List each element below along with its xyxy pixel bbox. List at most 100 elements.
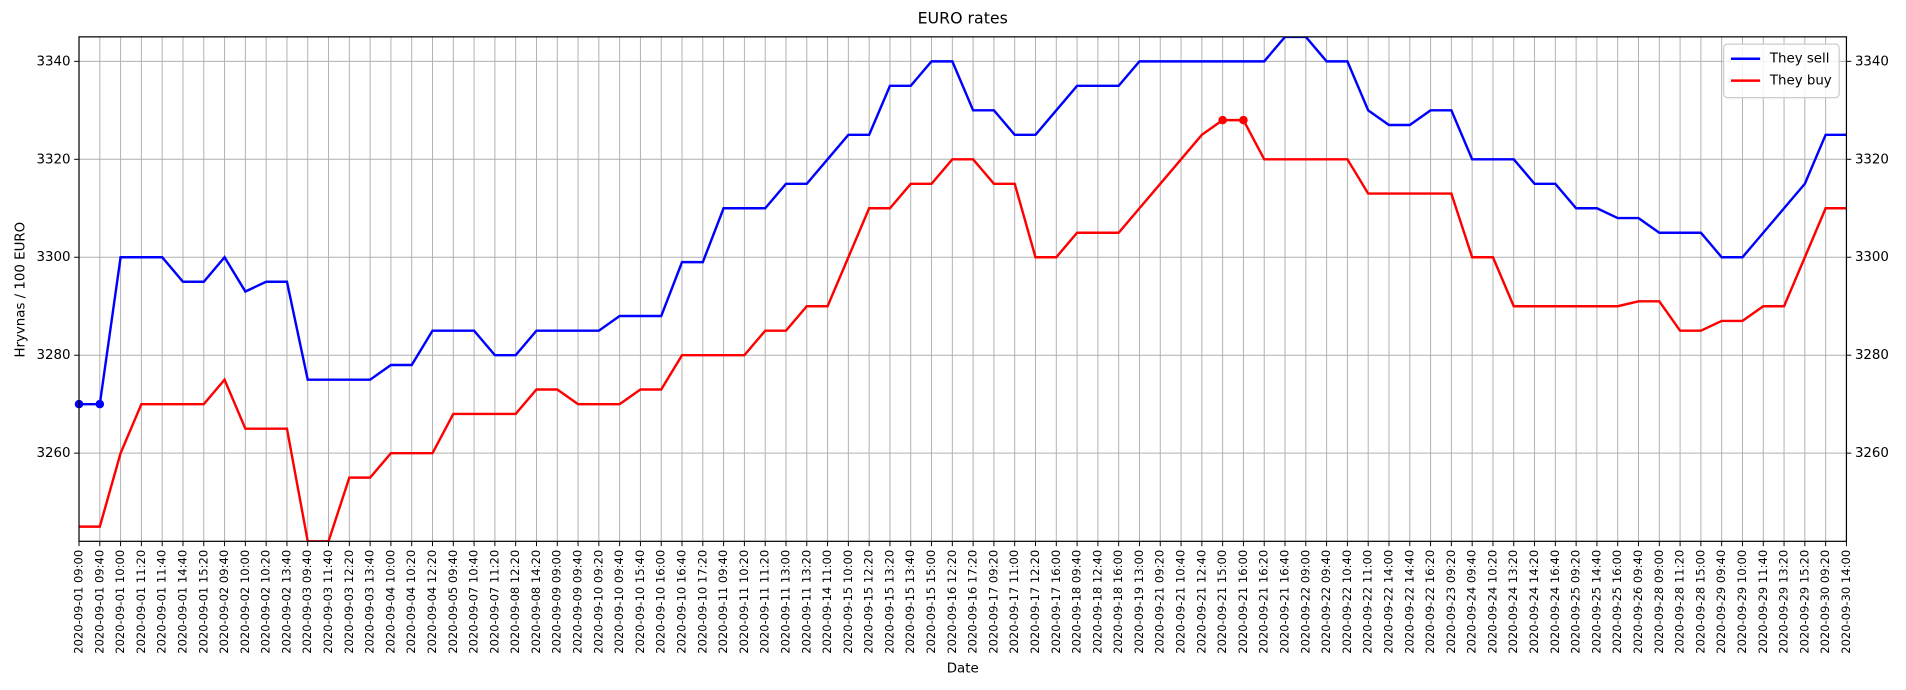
x-tick-label: 2020-09-11 13:00 xyxy=(778,550,792,654)
x-tick-label: 2020-09-29 09:40 xyxy=(1714,550,1728,654)
x-tick-label: 2020-09-15 13:20 xyxy=(882,550,896,654)
x-tick-label: 2020-09-09 09:00 xyxy=(550,550,564,654)
y-tick-label: 3340 xyxy=(37,54,71,69)
x-tick-label: 2020-09-21 09:20 xyxy=(1153,550,1167,654)
y-tick-label: 3320 xyxy=(37,152,71,167)
x-tick-label: 2020-09-08 12:20 xyxy=(508,550,522,654)
x-tick-label: 2020-09-11 13:20 xyxy=(799,550,813,654)
x-tick-label: 2020-09-24 16:40 xyxy=(1548,550,1562,654)
x-tick-label: 2020-09-15 13:40 xyxy=(903,550,917,654)
x-tick-label: 2020-09-22 10:40 xyxy=(1340,550,1354,654)
y-tick-label-right: 3320 xyxy=(1855,152,1889,167)
series-marker xyxy=(1218,115,1227,125)
x-tick-label: 2020-09-22 16:20 xyxy=(1423,550,1437,654)
y-tick-label: 3260 xyxy=(37,446,71,461)
x-tick-label: 2020-09-25 14:40 xyxy=(1589,550,1603,654)
x-tick-label: 2020-09-23 09:20 xyxy=(1444,550,1458,654)
x-tick-label: 2020-09-30 14:00 xyxy=(1839,550,1853,654)
x-tick-label: 2020-09-29 13:20 xyxy=(1777,550,1791,654)
x-tick-label: 2020-09-14 11:00 xyxy=(820,550,834,654)
x-tick-label: 2020-09-01 14:40 xyxy=(175,550,189,654)
plot-frame xyxy=(78,36,1848,542)
x-tick-label: 2020-09-29 10:00 xyxy=(1735,550,1749,654)
x-tick-label: 2020-09-09 09:40 xyxy=(571,550,585,654)
x-tick-label: 2020-09-11 09:40 xyxy=(716,550,730,654)
x-tick-label: 2020-09-01 11:20 xyxy=(134,550,148,654)
x-tick-label: 2020-09-01 15:20 xyxy=(196,550,210,654)
x-tick-label: 2020-09-25 09:20 xyxy=(1569,550,1583,654)
x-tick-label: 2020-09-24 13:20 xyxy=(1506,550,1520,654)
x-tick-label: 2020-09-18 12:40 xyxy=(1090,550,1104,654)
x-tick-label: 2020-09-24 14:20 xyxy=(1527,550,1541,654)
x-tick-label: 2020-09-02 10:00 xyxy=(238,550,252,654)
x-tick-label: 2020-09-15 10:00 xyxy=(841,550,855,654)
x-tick-label: 2020-09-30 09:20 xyxy=(1818,550,1832,654)
x-tick-label: 2020-09-03 11:40 xyxy=(321,550,335,654)
chart-title: EURO rates xyxy=(918,8,1008,27)
legend-label: They sell xyxy=(1769,52,1830,67)
y-tick-label: 3300 xyxy=(37,250,71,265)
x-tick-label: 2020-09-07 10:40 xyxy=(467,550,481,654)
x-tick-label: 2020-09-21 16:20 xyxy=(1257,550,1271,654)
x-tick-label: 2020-09-16 12:20 xyxy=(945,550,959,654)
x-tick-label: 2020-09-08 14:20 xyxy=(529,550,543,654)
x-tick-label: 2020-09-21 16:40 xyxy=(1278,550,1292,654)
x-tick-label: 2020-09-01 10:00 xyxy=(113,550,127,654)
x-tick-label: 2020-09-02 09:40 xyxy=(217,550,231,654)
x-tick-label: 2020-09-21 16:00 xyxy=(1236,550,1250,654)
x-tick-label: 2020-09-16 17:20 xyxy=(966,550,980,654)
x-tick-label: 2020-09-19 13:00 xyxy=(1132,550,1146,654)
series-line xyxy=(79,36,1847,406)
legend-label: They buy xyxy=(1769,74,1832,89)
y-tick-label-right: 3340 xyxy=(1855,54,1889,69)
x-tick-label: 2020-09-25 16:00 xyxy=(1610,550,1624,654)
x-tick-label: 2020-09-01 11:40 xyxy=(155,550,169,654)
x-tick-label: 2020-09-10 09:40 xyxy=(612,550,626,654)
series-marker xyxy=(1239,115,1248,125)
x-tick-label: 2020-09-10 16:00 xyxy=(654,550,668,654)
x-tick-label: 2020-09-28 11:20 xyxy=(1673,550,1687,654)
x-tick-label: 2020-09-22 09:00 xyxy=(1298,550,1312,654)
x-tick-label: 2020-09-04 10:00 xyxy=(383,550,397,654)
x-tick-label: 2020-09-02 13:40 xyxy=(279,550,293,654)
x-tick-label: 2020-09-11 10:20 xyxy=(737,550,751,654)
x-tick-label: 2020-09-21 10:40 xyxy=(1174,550,1188,654)
x-tick-label: 2020-09-04 12:20 xyxy=(425,550,439,654)
series-line xyxy=(79,118,1847,542)
x-tick-label: 2020-09-17 11:00 xyxy=(1007,550,1021,654)
x-axis-label: Date xyxy=(947,662,979,677)
x-tick-label: 2020-09-10 15:40 xyxy=(633,550,647,654)
x-tick-label: 2020-09-07 11:20 xyxy=(487,550,501,654)
x-tick-label: 2020-09-03 09:40 xyxy=(300,550,314,654)
x-tick-label: 2020-09-17 09:20 xyxy=(986,550,1000,654)
x-tick-label: 2020-09-21 12:40 xyxy=(1194,550,1208,654)
y-tick-label-right: 3300 xyxy=(1855,250,1889,265)
x-tick-label: 2020-09-01 09:00 xyxy=(72,550,86,654)
x-tick-label: 2020-09-28 15:00 xyxy=(1693,550,1707,654)
x-tick-label: 2020-09-22 14:00 xyxy=(1381,550,1395,654)
x-tick-label: 2020-09-18 09:40 xyxy=(1070,550,1084,654)
x-tick-label: 2020-09-01 09:40 xyxy=(92,550,106,654)
y-axis-label: Hryvnas / 100 EURO xyxy=(13,222,28,358)
x-tick-label: 2020-09-15 15:00 xyxy=(924,550,938,654)
x-tick-label: 2020-09-29 15:20 xyxy=(1797,550,1811,654)
x-tick-label: 2020-09-29 11:40 xyxy=(1756,550,1770,654)
x-tick-label: 2020-09-22 14:40 xyxy=(1402,550,1416,654)
x-tick-label: 2020-09-03 12:20 xyxy=(342,550,356,654)
legend: They sell They buy xyxy=(1723,43,1840,99)
series-marker xyxy=(95,399,105,409)
x-tick-label: 2020-09-26 09:40 xyxy=(1631,550,1645,654)
x-tick-label: 2020-09-04 10:20 xyxy=(404,550,418,654)
x-tick-label: 2020-09-22 09:40 xyxy=(1319,550,1333,654)
y-tick-label-right: 3280 xyxy=(1855,348,1889,363)
x-tick-label: 2020-09-10 09:20 xyxy=(591,550,605,654)
x-tick-label: 2020-09-21 15:00 xyxy=(1215,550,1229,654)
x-tick-label: 2020-09-28 09:00 xyxy=(1652,550,1666,654)
x-tick-label: 2020-09-10 16:40 xyxy=(675,550,689,654)
x-tick-label: 2020-09-03 13:40 xyxy=(363,550,377,654)
x-tick-label: 2020-09-15 12:20 xyxy=(862,550,876,654)
x-tick-label: 2020-09-24 10:20 xyxy=(1485,550,1499,654)
x-tick-label: 2020-09-22 11:00 xyxy=(1361,550,1375,654)
x-tick-label: 2020-09-18 16:00 xyxy=(1111,550,1125,654)
